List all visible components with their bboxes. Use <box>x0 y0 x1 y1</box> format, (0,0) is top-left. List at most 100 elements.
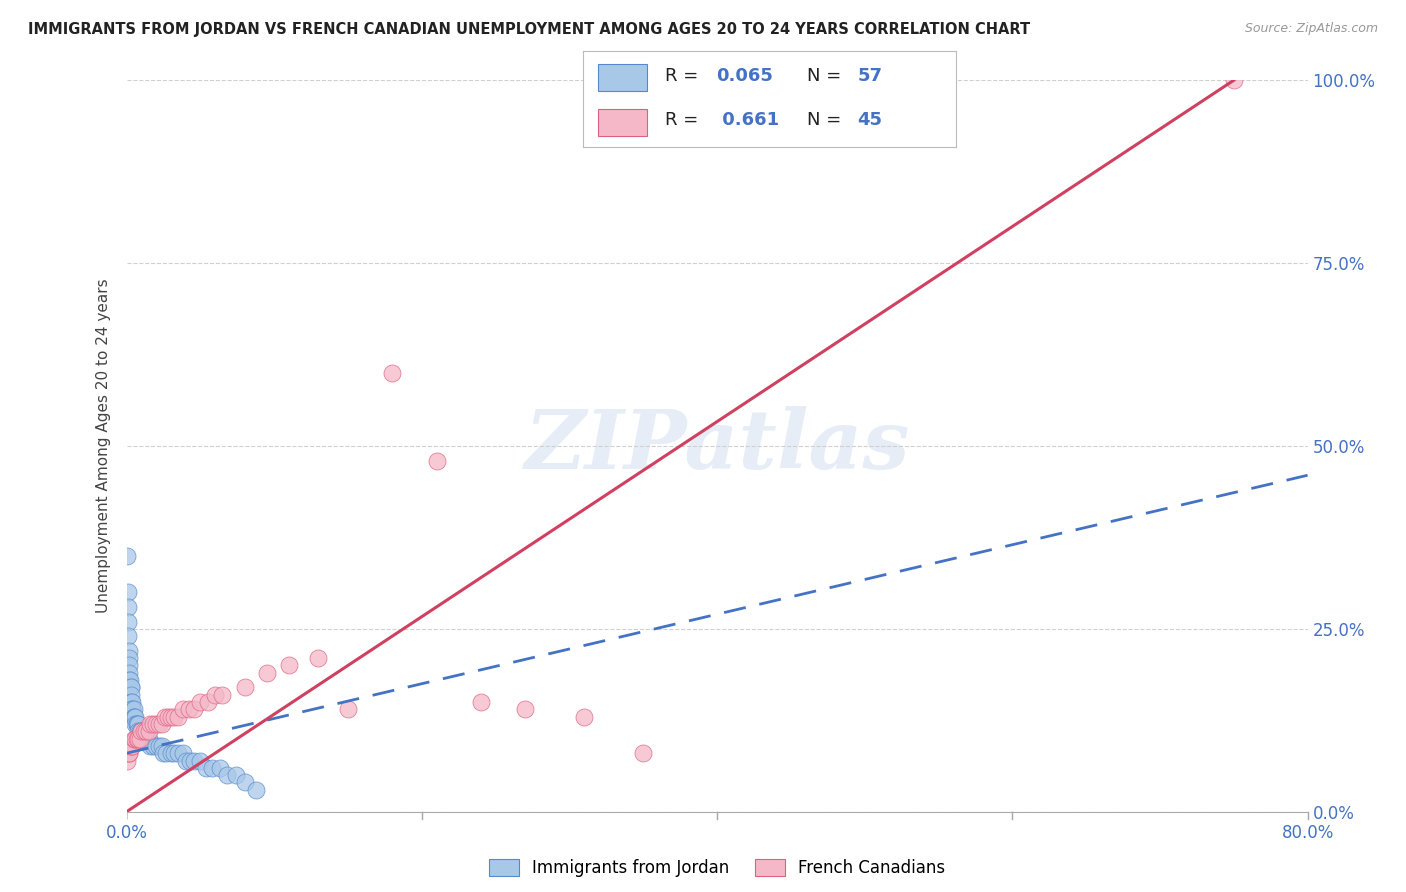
Text: R =: R = <box>665 68 704 86</box>
Point <box>145 739 167 753</box>
Point <box>179 754 201 768</box>
Point <box>129 731 153 746</box>
Point <box>120 739 142 753</box>
Point <box>211 688 233 702</box>
Text: 0.065: 0.065 <box>716 68 773 86</box>
Point <box>125 731 148 746</box>
Bar <box>599 64 647 91</box>
Point <box>163 709 186 723</box>
Text: 0.661: 0.661 <box>716 112 779 129</box>
Point <box>117 599 139 614</box>
Point <box>225 768 247 782</box>
Bar <box>599 109 647 136</box>
Point <box>117 585 139 599</box>
Point <box>152 746 174 760</box>
Point <box>1222 73 1246 87</box>
Point <box>245 782 267 797</box>
Point <box>128 731 150 746</box>
Legend: Immigrants from Jordan, French Canadians: Immigrants from Jordan, French Canadians <box>482 853 952 884</box>
Point <box>127 724 149 739</box>
Point <box>142 739 165 753</box>
Point <box>134 731 156 746</box>
Point <box>155 746 177 760</box>
Point <box>122 702 145 716</box>
Point <box>117 549 139 563</box>
Point <box>118 651 141 665</box>
Point <box>120 688 142 702</box>
Point <box>118 658 141 673</box>
Point <box>124 731 146 746</box>
Point <box>470 695 492 709</box>
Point <box>118 746 141 760</box>
Text: Source: ZipAtlas.com: Source: ZipAtlas.com <box>1244 22 1378 36</box>
Point <box>148 717 170 731</box>
Point <box>121 702 143 716</box>
Point <box>125 717 148 731</box>
Point <box>136 731 159 746</box>
Point <box>122 709 145 723</box>
Point <box>631 746 654 760</box>
Point <box>159 709 183 723</box>
Point <box>127 731 149 746</box>
Point <box>124 717 146 731</box>
Point <box>120 739 142 753</box>
Point <box>163 746 186 760</box>
Point <box>139 717 162 731</box>
Text: ZIPatlas: ZIPatlas <box>524 406 910 486</box>
Point <box>121 702 143 716</box>
Point <box>197 695 219 709</box>
Point <box>122 709 145 723</box>
Point <box>188 754 211 768</box>
Point <box>195 761 218 775</box>
Text: IMMIGRANTS FROM JORDAN VS FRENCH CANADIAN UNEMPLOYMENT AMONG AGES 20 TO 24 YEARS: IMMIGRANTS FROM JORDAN VS FRENCH CANADIA… <box>28 22 1031 37</box>
Point <box>118 644 141 658</box>
Text: N =: N = <box>807 68 846 86</box>
Point <box>120 695 142 709</box>
Point <box>172 746 194 760</box>
Point <box>337 702 360 716</box>
Point <box>118 665 141 680</box>
Y-axis label: Unemployment Among Ages 20 to 24 years: Unemployment Among Ages 20 to 24 years <box>96 278 111 614</box>
Point <box>134 724 156 739</box>
Point <box>142 717 165 731</box>
Point <box>150 717 173 731</box>
Point <box>177 702 200 716</box>
Point <box>148 739 170 753</box>
Point <box>201 761 224 775</box>
Point <box>381 366 404 380</box>
Point <box>120 673 142 687</box>
Point <box>127 717 149 731</box>
Point <box>138 724 160 739</box>
Point <box>515 702 537 716</box>
Point <box>129 724 153 739</box>
Point <box>183 754 205 768</box>
Point <box>122 731 145 746</box>
Point <box>117 754 139 768</box>
Point <box>138 731 160 746</box>
Point <box>167 709 190 723</box>
Point <box>117 615 139 629</box>
Point <box>172 702 194 716</box>
Point <box>183 702 205 716</box>
Point <box>159 746 183 760</box>
Point <box>256 665 278 680</box>
Point <box>120 681 142 695</box>
Point <box>128 724 150 739</box>
Point <box>215 768 238 782</box>
Point <box>117 746 139 760</box>
Point <box>150 739 173 753</box>
Point <box>118 673 141 687</box>
Point <box>233 681 256 695</box>
Point <box>204 688 226 702</box>
Point <box>188 695 211 709</box>
Point <box>121 695 143 709</box>
Point <box>135 731 157 746</box>
Point <box>156 709 179 723</box>
Text: N =: N = <box>807 112 846 129</box>
Point <box>132 731 155 746</box>
Point <box>574 709 596 723</box>
Point <box>124 709 146 723</box>
Point <box>174 754 197 768</box>
Point <box>425 453 447 467</box>
Point <box>278 658 301 673</box>
